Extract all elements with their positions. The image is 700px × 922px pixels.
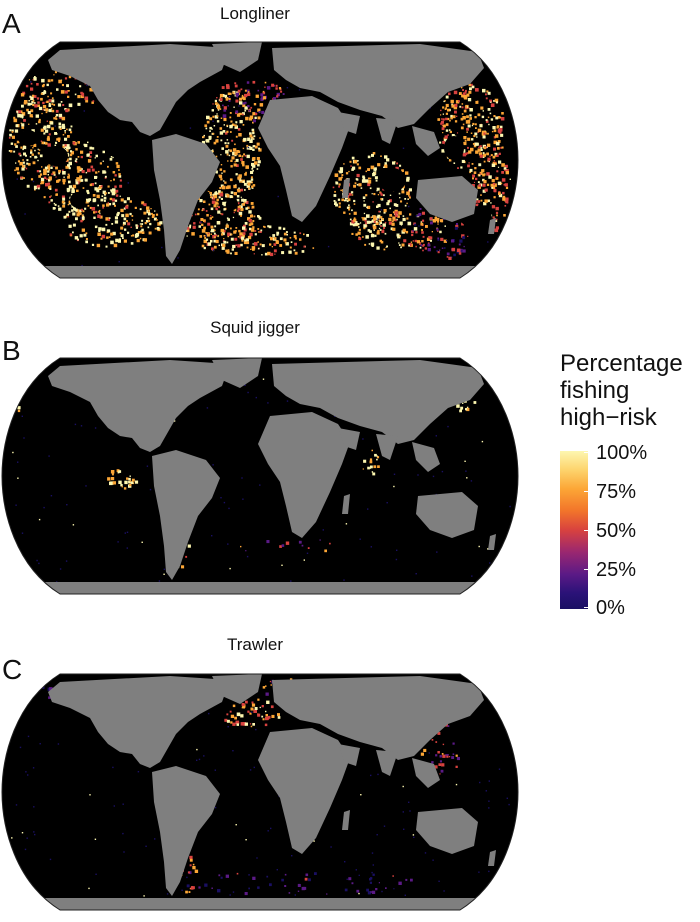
land-south-america bbox=[152, 450, 220, 580]
panel-letter-c: C bbox=[2, 654, 23, 685]
land-madagascar bbox=[342, 810, 350, 830]
legend-tick-mark bbox=[584, 607, 588, 608]
land-india bbox=[376, 434, 398, 460]
fishing-effort-layer bbox=[12, 358, 511, 594]
land-north-america bbox=[48, 676, 230, 768]
land-australia bbox=[416, 492, 478, 538]
land-greenland bbox=[212, 42, 262, 72]
legend-colorbar bbox=[560, 451, 588, 609]
land-arabia bbox=[338, 428, 360, 450]
legend-tick-mark bbox=[584, 530, 588, 531]
legend-tick-50: 50% bbox=[596, 520, 637, 542]
land-greenland bbox=[212, 674, 262, 704]
land-new-zealand bbox=[488, 218, 496, 234]
land-europe-asia bbox=[272, 44, 484, 128]
legend-tick-75: 75% bbox=[596, 481, 637, 503]
panel-title-trawler: Trawler bbox=[226, 635, 284, 654]
legend-tick-100: 100% bbox=[596, 442, 648, 464]
legend-tick-mark bbox=[584, 452, 588, 453]
map-squid-jigger bbox=[1, 357, 519, 595]
legend-tick-mark bbox=[584, 569, 588, 570]
land-india bbox=[376, 118, 398, 144]
land-greenland bbox=[212, 358, 262, 388]
panel-letter-a: A bbox=[2, 8, 21, 39]
land-north-america bbox=[48, 44, 230, 136]
land-new-zealand bbox=[488, 534, 496, 550]
legend-title-line-1: Percentage bbox=[560, 350, 683, 377]
land-arabia bbox=[338, 112, 360, 134]
land-antarctica bbox=[40, 898, 480, 910]
land-madagascar bbox=[342, 178, 350, 198]
land-south-america bbox=[152, 134, 220, 264]
land-arabia bbox=[338, 744, 360, 766]
legend-title-line-3: high−risk bbox=[560, 404, 657, 431]
map-longliner bbox=[1, 41, 519, 279]
land-madagascar bbox=[342, 494, 350, 514]
land-europe-asia bbox=[272, 676, 484, 760]
land-north-america bbox=[48, 360, 230, 452]
panel-title-squid-jigger: Squid jigger bbox=[210, 318, 300, 337]
land-australia bbox=[416, 808, 478, 854]
land-europe-asia bbox=[272, 360, 484, 444]
land-africa bbox=[258, 728, 350, 854]
map-trawler bbox=[1, 673, 519, 911]
land-se-asia bbox=[412, 126, 440, 156]
legend-tick-mark bbox=[584, 491, 588, 492]
map-outline bbox=[1, 357, 519, 595]
panel-letter-b: B bbox=[2, 335, 21, 366]
land-antarctica bbox=[40, 582, 480, 594]
land-africa bbox=[258, 412, 350, 538]
land-africa bbox=[258, 96, 350, 222]
land-se-asia bbox=[412, 442, 440, 472]
land-new-zealand bbox=[488, 850, 496, 866]
map-outline bbox=[1, 41, 519, 279]
legend-tick-25: 25% bbox=[596, 559, 637, 581]
land-india bbox=[376, 750, 398, 776]
panel-title-longliner: Longliner bbox=[220, 4, 290, 23]
land-antarctica bbox=[40, 266, 480, 278]
fishing-effort-layer bbox=[11, 674, 510, 910]
land-se-asia bbox=[412, 758, 440, 788]
land-australia bbox=[416, 176, 478, 222]
fishing-effort-layer bbox=[8, 42, 511, 278]
land-south-america bbox=[152, 766, 220, 896]
map-outline bbox=[1, 673, 519, 911]
legend-tick-0: 0% bbox=[596, 597, 625, 619]
legend-title: Percentage fishing high−risk bbox=[560, 350, 683, 431]
legend-title-line-2: fishing bbox=[560, 377, 630, 404]
